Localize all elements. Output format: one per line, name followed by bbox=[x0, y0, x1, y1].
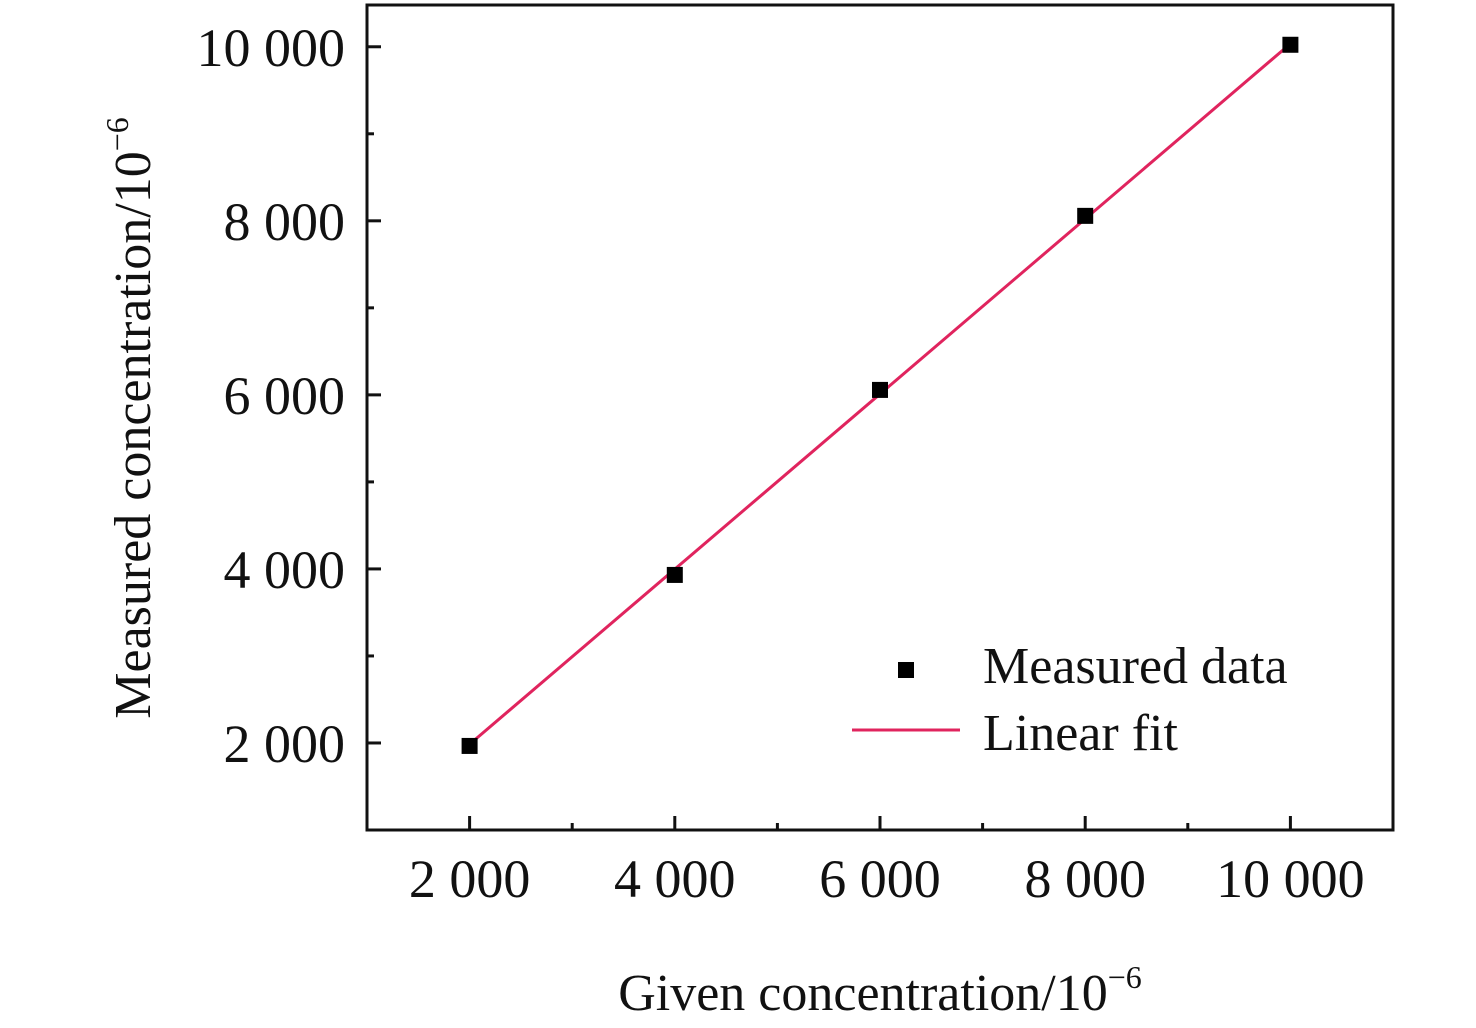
legend: Measured data Linear fit bbox=[852, 638, 1288, 762]
x-axis: 2 000 4 000 6 000 8 000 10 000 bbox=[409, 816, 1365, 909]
plot-frame bbox=[365, 3, 1395, 832]
y-axis: 2 000 4 000 6 000 8 000 10 000 bbox=[197, 18, 381, 774]
y-axis-label: Measured concentration/10−6 bbox=[99, 117, 162, 719]
y-tick-label: 10 000 bbox=[197, 18, 346, 78]
legend-label-fit: Linear fit bbox=[983, 705, 1178, 762]
plot-area bbox=[461, 36, 1299, 754]
data-point bbox=[461, 737, 478, 754]
x-tick-label: 4 000 bbox=[614, 849, 736, 909]
x-axis-label: Given concentration/10−6 bbox=[618, 959, 1142, 1022]
y-tick-label: 6 000 bbox=[224, 366, 346, 426]
y-tick-label: 8 000 bbox=[224, 192, 346, 252]
y-tick-label: 4 000 bbox=[224, 540, 346, 600]
data-point bbox=[872, 381, 888, 398]
data-point bbox=[1282, 36, 1299, 53]
x-tick-label: 6 000 bbox=[819, 849, 941, 909]
legend-label-measured: Measured data bbox=[983, 638, 1288, 695]
legend-marker-measured bbox=[898, 662, 914, 678]
x-tick-label: 2 000 bbox=[409, 849, 531, 909]
x-tick-label: 8 000 bbox=[1024, 849, 1146, 909]
x-tick-label: 10 000 bbox=[1216, 849, 1365, 909]
y-tick-label: 2 000 bbox=[224, 714, 346, 774]
data-point bbox=[1077, 207, 1094, 224]
data-point bbox=[666, 566, 683, 583]
